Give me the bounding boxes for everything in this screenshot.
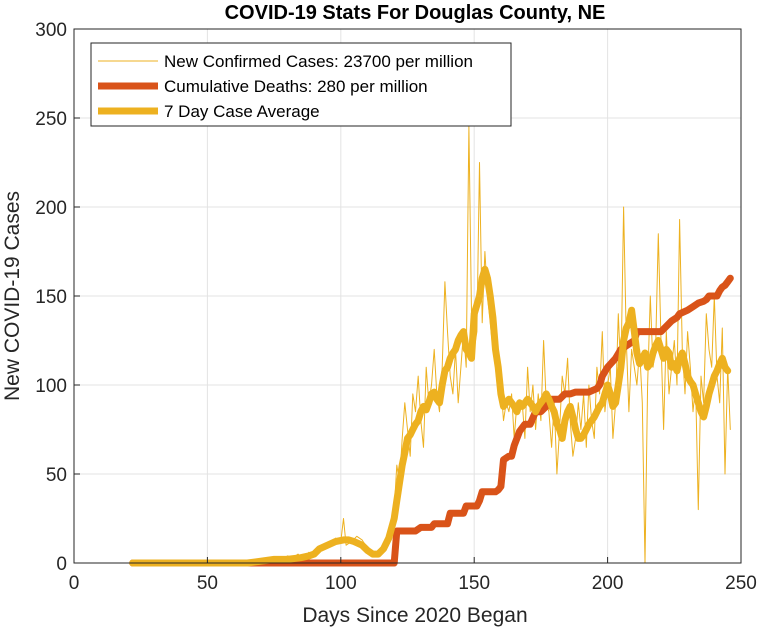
y-tick-label: 300	[35, 20, 67, 41]
series-line-7day-average	[129, 265, 732, 567]
x-tick-label: 150	[458, 573, 490, 594]
x-tick-label: 50	[197, 573, 218, 594]
x-tick-label: 100	[325, 573, 357, 594]
chart-title: COVID-19 Stats For Douglas County, NE	[225, 2, 606, 24]
legend-box	[90, 42, 512, 127]
y-tick-label: 150	[35, 287, 67, 308]
y-tick-label: 50	[46, 465, 67, 486]
x-tick-label: 250	[725, 573, 757, 594]
legend-entry-label: Cumulative Deaths: 280 per million	[164, 77, 428, 96]
series-layer	[129, 126, 734, 567]
y-tick-label: 0	[56, 554, 67, 575]
x-axis-ticks: 0 50 100 150 200 250	[69, 557, 757, 594]
x-axis-label: Days Since 2020 Began	[302, 604, 527, 627]
series-line-cumulative-deaths	[129, 274, 734, 567]
x-tick-label: 0	[69, 573, 80, 594]
x-tick-label: 200	[592, 573, 624, 594]
legend-items: New Confirmed Cases: 23700 per million Cu…	[98, 52, 473, 121]
legend-entry-label: New Confirmed Cases: 23700 per million	[164, 52, 473, 71]
y-axis-ticks: 0 50 100 150 200 250 300	[35, 20, 80, 575]
y-tick-label: 250	[35, 109, 67, 130]
legend: New Confirmed Cases: 23700 per million Cu…	[90, 42, 512, 127]
legend-entry-label: 7 Day Case Average	[164, 102, 320, 121]
y-tick-label: 200	[35, 198, 67, 219]
y-axis-label: New COVID-19 Cases	[1, 191, 24, 401]
y-tick-label: 100	[35, 376, 67, 397]
